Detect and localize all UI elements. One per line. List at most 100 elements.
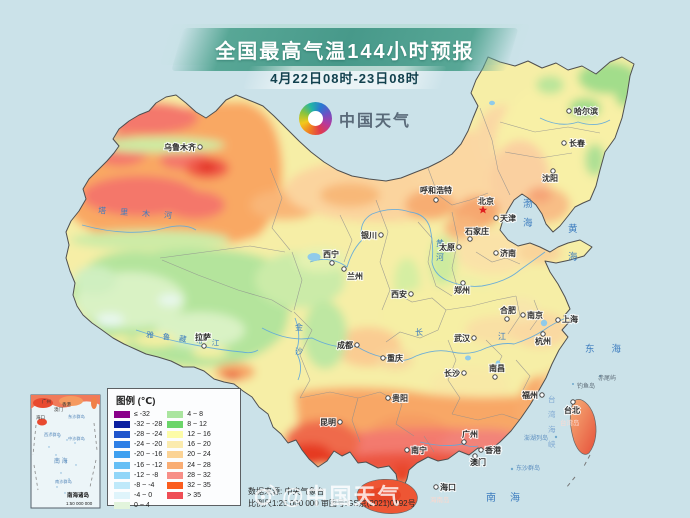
legend-swatch bbox=[114, 492, 130, 500]
forecast-period: 4月22日08时-23日08时 bbox=[242, 66, 448, 89]
legend-label: 4 ~ 8 bbox=[187, 410, 203, 418]
city-label: 福州 bbox=[521, 390, 538, 400]
legend-swatch bbox=[114, 451, 130, 459]
legend-row: -20 ~ -16 bbox=[114, 450, 162, 460]
page-title: 全国最高气温144小时预报 bbox=[215, 41, 475, 63]
legend-label: -4 ~ 0 bbox=[134, 492, 153, 500]
city-marker bbox=[408, 291, 414, 297]
legend-swatch bbox=[114, 410, 130, 418]
city-label: 拉萨 bbox=[195, 332, 211, 342]
weibo-icon bbox=[254, 484, 278, 506]
city-label: 台北 bbox=[564, 405, 580, 415]
city-label: 上海 bbox=[562, 314, 578, 324]
legend-label: -20 ~ -16 bbox=[134, 451, 163, 459]
temperature-legend: 图例 (℃) ≤ -32 -32 ~ -28 -28 ~ -24 -24 ~ -20 -… bbox=[107, 388, 241, 510]
city-marker bbox=[378, 232, 384, 238]
city-label: 澳门 bbox=[470, 457, 486, 467]
hainan-island bbox=[356, 479, 418, 514]
map-footer: 数据来源: 中央气象台 比例尺1:25 000 000 审图号:GS京(2021… bbox=[248, 486, 416, 509]
city-label: 合肥 bbox=[499, 305, 516, 315]
city-label: 西宁 bbox=[323, 249, 339, 259]
city-marker bbox=[380, 355, 386, 361]
legend-label: ≤ -32 bbox=[134, 410, 150, 418]
legend-swatch bbox=[114, 471, 130, 479]
inset-island-dots bbox=[48, 432, 77, 494]
logo-text: 中国天气 bbox=[339, 112, 412, 130]
city-label: 银川 bbox=[360, 230, 377, 240]
china-outline bbox=[65, 56, 635, 487]
legend-col-right: 4 ~ 8 8 ~ 12 12 ~ 16 16 ~ 20 20 ~ 24 24 ~ 28 2… bbox=[167, 409, 211, 511]
city-marker bbox=[504, 316, 510, 322]
city-label: 广州 bbox=[462, 429, 478, 439]
legend-label: > 35 bbox=[187, 492, 202, 500]
city-label: 南京 bbox=[527, 310, 543, 320]
city-marker bbox=[456, 244, 462, 250]
legend-label: 8 ~ 12 bbox=[187, 420, 207, 428]
city-marker bbox=[337, 419, 343, 425]
city-label: 乌鲁木齐 bbox=[164, 142, 197, 152]
inset-label: 海口 bbox=[36, 414, 45, 421]
legend-swatch bbox=[114, 502, 130, 510]
city-label: 济南 bbox=[500, 248, 516, 258]
city-marker bbox=[329, 260, 335, 266]
legend-row: -24 ~ -20 bbox=[114, 440, 162, 450]
legend-swatch bbox=[114, 441, 130, 449]
city-marker bbox=[472, 453, 478, 459]
legend-label: 0 ~ 4 bbox=[134, 502, 150, 510]
city-label: 成都 bbox=[337, 340, 353, 350]
maritime-boundary-dashes bbox=[565, 454, 591, 489]
inset-label: 澳门 bbox=[54, 406, 63, 413]
city-label: 杭州 bbox=[535, 336, 551, 346]
city-marker bbox=[461, 370, 467, 376]
title-banner: 全国最高气温144小时预报 bbox=[159, 24, 531, 71]
city-label: 哈尔滨 bbox=[574, 106, 598, 116]
inset-label: 南海诸岛 bbox=[67, 491, 90, 499]
island-label-hainan: 海南岛 bbox=[430, 495, 450, 504]
city-marker bbox=[354, 342, 360, 348]
city-label: 太原 bbox=[438, 242, 455, 252]
legend-row: 16 ~ 20 bbox=[167, 440, 211, 450]
city-marker bbox=[201, 343, 207, 349]
city-marker bbox=[566, 108, 572, 114]
pinwheel-logo-icon bbox=[299, 102, 332, 135]
china-weather-logo: 中国天气 bbox=[299, 102, 411, 135]
city-label: 香港 bbox=[484, 445, 502, 455]
city-marker bbox=[493, 215, 499, 221]
river-label-yellowriver: 黄河 bbox=[436, 238, 444, 262]
legend-row: 28 ~ 32 bbox=[167, 470, 211, 480]
legend-row: -32 ~ -28 bbox=[114, 419, 162, 429]
legend-label: 32 ~ 35 bbox=[187, 481, 211, 489]
legend-swatch bbox=[167, 410, 184, 418]
city-label: 南昌 bbox=[489, 363, 505, 373]
island-label-dongsha: 东沙群岛 bbox=[516, 464, 540, 472]
city-marker bbox=[550, 168, 556, 174]
legend-row: -16 ~ -12 bbox=[114, 460, 162, 470]
city-marker bbox=[433, 484, 439, 490]
legend-row: 12 ~ 16 bbox=[167, 429, 211, 439]
inset-dash-line bbox=[32, 422, 98, 491]
city-marker bbox=[555, 317, 561, 323]
lakes bbox=[307, 100, 548, 368]
city-marker bbox=[540, 331, 546, 337]
legend-label: -8 ~ -4 bbox=[134, 481, 155, 489]
city-marker bbox=[461, 439, 467, 445]
legend-swatch bbox=[167, 451, 184, 459]
island-label-penghu: 澎湖列岛 bbox=[524, 434, 548, 442]
legend-row: -8 ~ -4 bbox=[114, 480, 162, 490]
city-label: 郑州 bbox=[454, 285, 470, 295]
city-label: 天津 bbox=[500, 213, 516, 223]
legend-swatch bbox=[167, 471, 184, 479]
watermark-text: @中国天气 bbox=[282, 484, 402, 509]
island-label-taiwan: 台湾岛 bbox=[560, 418, 580, 427]
rivers bbox=[81, 117, 611, 448]
legend-swatch bbox=[114, 430, 130, 438]
legend-swatch bbox=[114, 420, 130, 428]
legend-swatch bbox=[167, 430, 184, 438]
city-label: 武汉 bbox=[454, 333, 471, 343]
legend-columns: ≤ -32 -32 ~ -28 -28 ~ -24 -24 ~ -20 -20 ~ -1… bbox=[114, 409, 235, 511]
island-label-chiwei: 赤尾屿 bbox=[598, 374, 616, 382]
legend-label: 28 ~ 32 bbox=[187, 471, 211, 479]
